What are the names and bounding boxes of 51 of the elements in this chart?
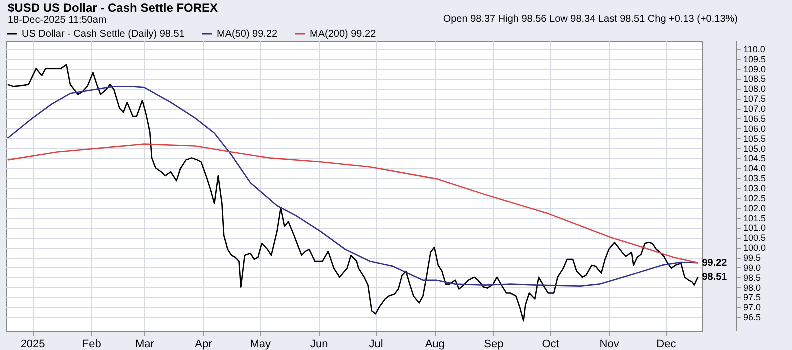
x-tick-label: Jun <box>310 338 328 350</box>
x-tick-label: Dec <box>656 338 677 350</box>
y-tick-label: 105.5 <box>744 134 766 144</box>
annotation: 98.51 <box>702 272 728 284</box>
y-tick-label: 102.0 <box>744 203 766 214</box>
y-tick-label: 102.5 <box>744 193 766 204</box>
y-tick-label: 108.0 <box>744 84 766 94</box>
legend-label: MA(200) 99.22 <box>310 29 377 40</box>
line-series <box>7 86 699 287</box>
y-tick-label: 106.5 <box>744 114 766 124</box>
y-tick-label: 108.5 <box>744 74 766 84</box>
chart-title: $USD US Dollar - Cash Settle FOREX <box>8 1 220 15</box>
y-tick-label: 98.5 <box>744 272 762 283</box>
y-tick-label: 99.0 <box>744 262 762 273</box>
x-tick-label: Apr <box>195 338 213 350</box>
x-tick-label: Mar <box>135 338 155 350</box>
chart-subtitle: 18-Dec-2025 11:50am <box>8 15 107 26</box>
y-tick-label: 101.0 <box>744 223 766 234</box>
x-tick-label: Jul <box>369 338 384 350</box>
y-tick-label: 97.5 <box>744 292 762 303</box>
y-tick-label: 104.0 <box>744 164 766 174</box>
y-tick-label: 103.5 <box>744 174 766 184</box>
x-tick-label: Oct <box>542 338 560 350</box>
legend-label: US Dollar - Cash Settle (Daily) 98.51 <box>22 29 186 40</box>
y-tick-label: 101.5 <box>744 213 766 224</box>
y-tick-label: 109.5 <box>744 54 766 64</box>
y-tick-label: 103.0 <box>744 183 766 194</box>
y-tick-label: 106.0 <box>744 124 766 134</box>
y-tick-label: 96.5 <box>744 312 762 323</box>
y-tick-label: 107.0 <box>744 104 766 114</box>
x-tick-label: Nov <box>600 338 620 350</box>
x-tick-label: 2025 <box>20 338 46 350</box>
y-tick-label: 100.0 <box>744 243 766 254</box>
text: Open 98.37 High 98.56 Low 98.34 Last 98.51 Chg +0.13 (+0.13%) <box>443 14 738 26</box>
y-tick-label: 100.5 <box>744 233 766 244</box>
y-tick-label: 109.0 <box>744 64 766 74</box>
y-tick-label: 97.0 <box>744 302 762 313</box>
y-tick-label: 107.5 <box>744 94 766 104</box>
y-tick-label: 105.0 <box>744 144 766 154</box>
x-tick-label: May <box>250 338 272 350</box>
line-series <box>7 64 699 322</box>
x-tick-label: Feb <box>82 338 102 350</box>
y-tick-label: 110.0 <box>744 44 766 54</box>
annotation: 99.22 <box>702 258 728 270</box>
x-tick-label: Sep <box>484 338 504 350</box>
legend-label: MA(50) 99.22 <box>217 29 278 40</box>
line-series <box>7 144 699 264</box>
y-tick-label: 104.5 <box>744 154 766 164</box>
y-tick-label: 98.0 <box>744 282 762 293</box>
y-tick-label: 99.5 <box>744 253 762 264</box>
x-tick-label: Aug <box>425 338 445 350</box>
